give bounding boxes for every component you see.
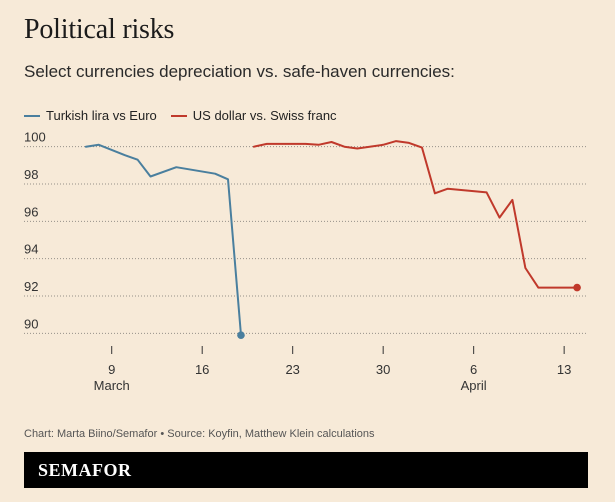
legend: Turkish lira vs Euro US dollar vs. Swiss… (24, 108, 351, 123)
x-tick-label: 16 (195, 362, 209, 377)
series-line-1 (252, 140, 579, 289)
legend-swatch-lira (24, 114, 40, 117)
x-tick-label: 9 (108, 362, 115, 377)
source-footer: Chart: Marta Biino/Semafor • Source: Koy… (24, 428, 375, 440)
chart-subtitle: Select currencies depreciation vs. safe-… (24, 62, 455, 81)
x-tick-label: 13 (557, 362, 571, 377)
y-tick-label: 92 (24, 279, 38, 294)
series-line-0 (84, 143, 242, 337)
y-tick-label: 94 (24, 242, 38, 257)
x-month-label: March (94, 378, 130, 393)
y-tick-label: 96 (24, 204, 38, 219)
series-end-marker-0 (237, 331, 245, 340)
x-month-label: April (461, 378, 487, 393)
x-tick-label: 30 (376, 362, 390, 377)
x-tick-label: 6 (470, 362, 477, 377)
y-tick-label: 98 (24, 167, 38, 182)
legend-label-usd: US dollar vs. Swiss franc (192, 108, 337, 123)
legend-label-lira: Turkish lira vs Euro (46, 108, 157, 123)
brand-logo: SEMAFOR (38, 460, 132, 480)
series-end-marker-1 (573, 283, 581, 292)
legend-item-lira: Turkish lira vs Euro (24, 108, 157, 123)
legend-swatch-usd (170, 114, 187, 117)
legend-item-usd: US dollar vs. Swiss franc (170, 108, 337, 123)
y-tick-label: 100 (24, 130, 46, 145)
y-tick-label: 90 (24, 316, 38, 331)
brand-bar: SEMAFOR (24, 452, 588, 488)
x-tick-label: 23 (285, 362, 299, 377)
chart-title: Political risks (24, 14, 175, 45)
